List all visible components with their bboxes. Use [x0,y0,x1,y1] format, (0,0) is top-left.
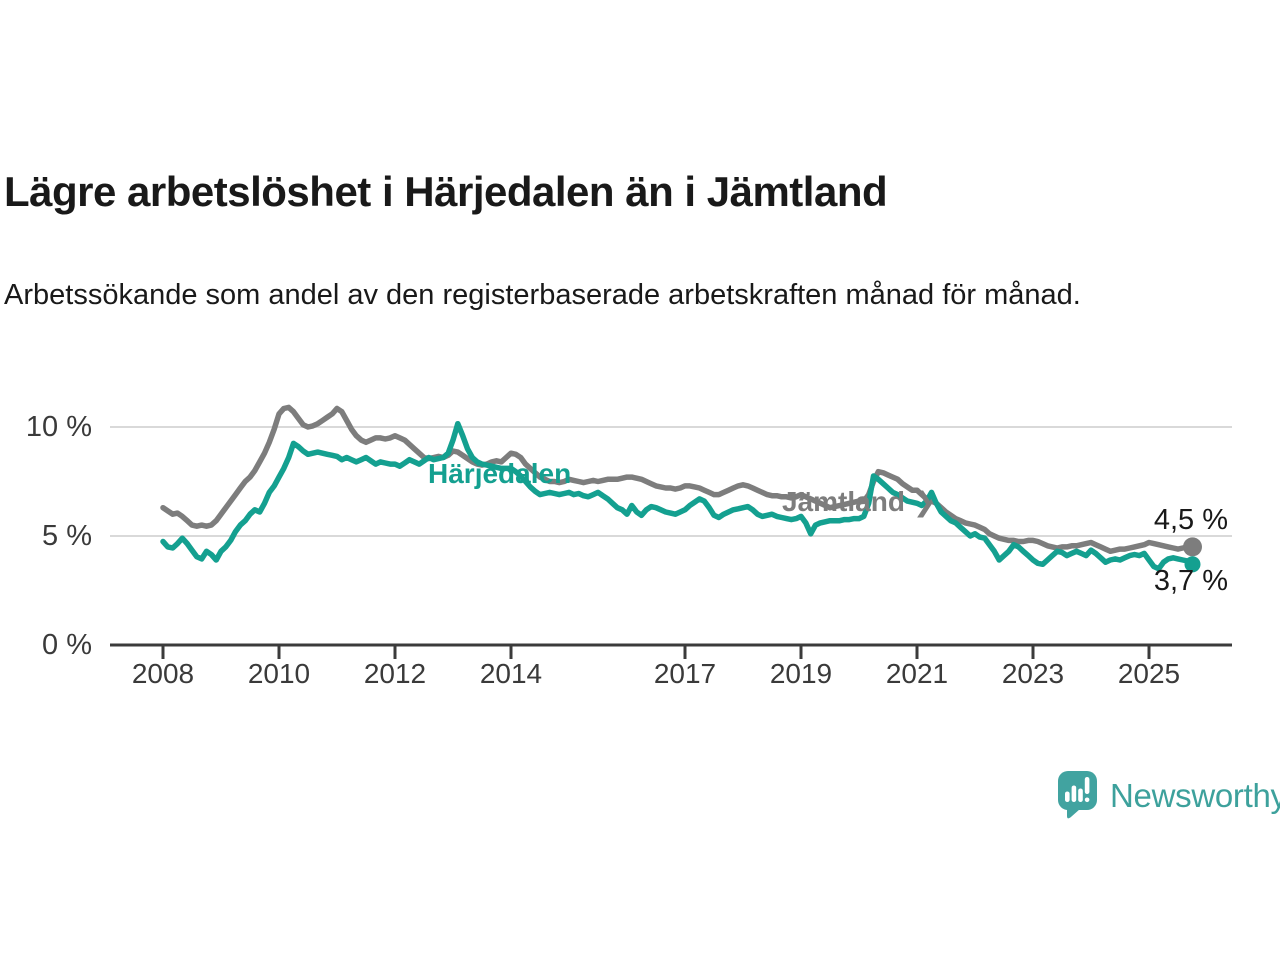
jamtland-label-arrow-icon: ❯ [913,487,936,518]
chart-subtitle: Arbetssökande som andel av den registerb… [4,279,1081,311]
end-dot [1184,556,1201,573]
hrjedalen-line [160,420,1196,572]
newsworthy-logo-icon [1058,771,1097,819]
end-value-jamtland: 4,5 % [1153,504,1228,536]
y-axis-label: 10 % [25,411,92,443]
x-axis-label: 2012 [363,658,427,689]
series-label-harjedalen: Härjedalen [428,458,572,489]
end-dot [1183,537,1202,557]
x-axis-label: 2019 [769,658,833,689]
x-axis-label: 2008 [131,658,195,689]
newsworthy-logo: Newsworthy [1056,769,1280,822]
x-axis-label: 2021 [885,658,949,689]
jmtland-line [160,404,1196,555]
x-axis-label: 2017 [653,658,717,689]
y-axis-label: 5 % [42,520,92,552]
x-axis-label: 2014 [479,658,543,689]
series-label-jamtland: Jämtland [782,486,905,517]
end-value-harjedalen: 3,7 % [1153,565,1228,597]
logo-exclamation-icon [1084,777,1090,794]
logo-bar-icon [1071,785,1077,802]
page-title: Lägre arbetslöshet i Härjedalen än i Jäm… [4,168,888,216]
y-axis-label: 0 % [42,629,92,661]
logo-bar-icon [1078,788,1083,802]
logo-exclamation-dot-icon [1084,797,1090,803]
x-axis-label: 2010 [247,658,311,689]
newsworthy-wordmark: Newsworthy [1110,776,1280,814]
x-axis-label: 2025 [1117,658,1181,689]
logo-bar-icon [1065,791,1070,802]
x-axis-label: 2023 [1001,658,1065,689]
